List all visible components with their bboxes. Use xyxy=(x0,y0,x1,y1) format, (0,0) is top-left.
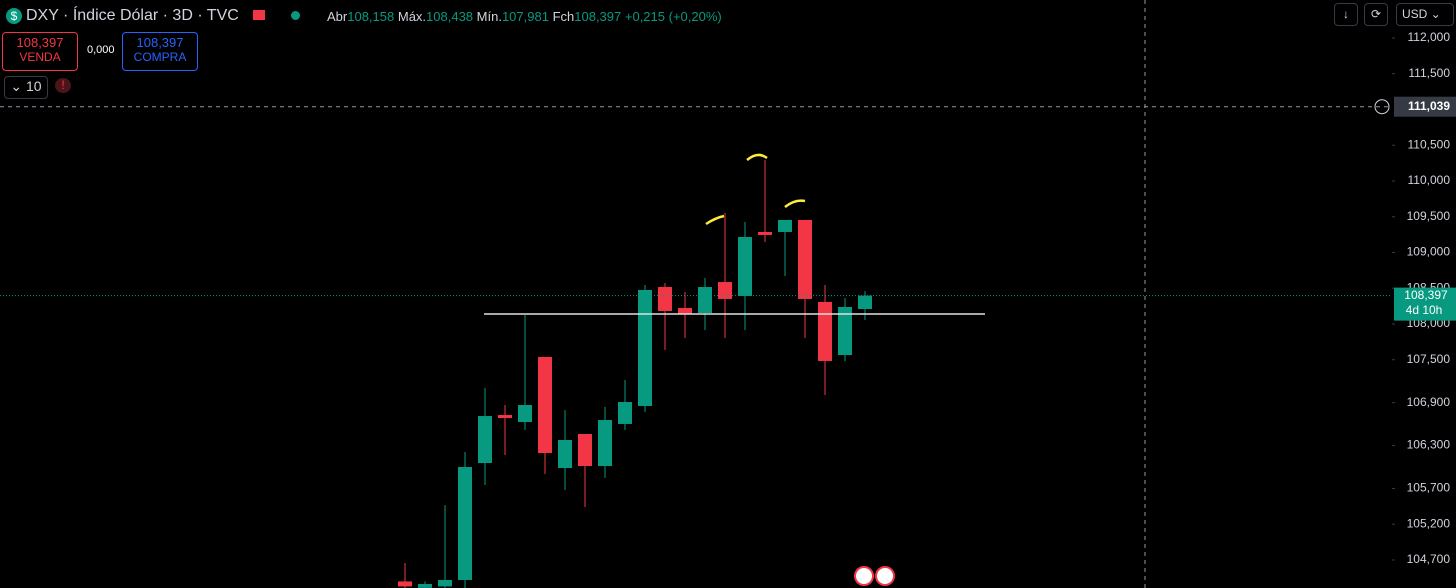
open-label: Abr xyxy=(327,9,348,24)
candle-body xyxy=(638,289,652,407)
warning-icon[interactable]: ! xyxy=(55,78,71,93)
low-label: Mín. xyxy=(476,9,502,24)
last-price-box xyxy=(1394,287,1456,321)
annotation-stroke xyxy=(746,153,768,161)
quantity: 10 xyxy=(26,78,42,94)
spread: 0,000 xyxy=(87,44,115,56)
candle-body xyxy=(558,439,572,469)
y-tick-label: 112,000 xyxy=(1408,30,1451,44)
event-flag[interactable] xyxy=(854,566,874,586)
candle-body xyxy=(758,231,772,235)
y-tick-label: 106,300 xyxy=(1407,438,1451,452)
crosshair-label: 111,039 xyxy=(1408,99,1450,113)
candle-body xyxy=(498,415,512,419)
candle-body xyxy=(678,307,692,314)
candle-body xyxy=(818,301,832,361)
symbol-title[interactable]: $ DXY · Índice Dólar · 3D · TVC xyxy=(6,7,300,25)
close: 108,397 xyxy=(574,9,622,24)
annotation-stroke xyxy=(705,214,725,226)
candle-body xyxy=(618,402,632,424)
add-alert-icon xyxy=(1374,99,1390,115)
annotation-stroke xyxy=(784,199,806,208)
sell-button[interactable]: 108,397 VENDA xyxy=(2,32,78,71)
currency: USD xyxy=(1402,7,1428,21)
last-price-label: 108,397 xyxy=(1404,288,1448,302)
candle-body xyxy=(718,282,732,299)
currency-button[interactable]: USD ⌄ xyxy=(1396,3,1454,26)
ohlc: Abr108,158 Máx.108,438 Mín.107,981 Fch10… xyxy=(327,9,722,24)
candle-body xyxy=(738,236,752,296)
candle-body xyxy=(658,287,672,311)
symbol: DXY · Índice Dólar · 3D · TVC xyxy=(26,7,239,24)
event-flag[interactable] xyxy=(875,566,895,586)
sell-price: 108,397 xyxy=(16,35,64,50)
high-label: Máx. xyxy=(397,9,427,24)
y-tick-label: 109,500 xyxy=(1407,209,1451,223)
y-tick-label: 110,500 xyxy=(1408,137,1451,151)
candle-body xyxy=(698,287,712,313)
y-tick-label: 111,500 xyxy=(1408,66,1450,80)
sell-label: VENDA xyxy=(19,50,61,64)
low: 107,981 xyxy=(501,9,549,24)
candle-body xyxy=(778,219,792,232)
y-tick-label: 109,000 xyxy=(1407,245,1451,259)
candle-body xyxy=(578,433,592,467)
status-dot xyxy=(290,11,300,20)
quantity-box[interactable]: ⌄ 10 xyxy=(4,76,48,99)
y-tick-label: 104,700 xyxy=(1407,552,1451,566)
flag-icon xyxy=(252,10,265,20)
y-tick-label: 107,500 xyxy=(1407,352,1451,366)
candle-body xyxy=(438,579,452,587)
candle-body xyxy=(798,219,812,299)
download-button[interactable]: ↓ xyxy=(1334,3,1358,26)
open: 108,158 xyxy=(347,9,395,24)
countdown: 4d 10h xyxy=(1406,303,1443,317)
candle-body xyxy=(538,356,552,453)
crosshair-label-box xyxy=(1394,96,1456,117)
y-tick-label: 110,000 xyxy=(1408,173,1451,187)
high: 108,438 xyxy=(426,9,474,24)
candle-body xyxy=(858,295,872,309)
change: +0,215 (+0,20%) xyxy=(624,9,722,24)
buy-price: 108,397 xyxy=(136,35,184,50)
candle-body xyxy=(598,420,612,467)
y-tick-label: 105,700 xyxy=(1407,481,1451,495)
close-label: Fch xyxy=(552,9,575,24)
candle-body xyxy=(838,306,852,356)
buy-button[interactable]: 108,397 COMPRA xyxy=(122,32,198,71)
candle-body xyxy=(458,467,472,580)
candle-body xyxy=(478,416,492,464)
buy-label: COMPRA xyxy=(133,50,187,64)
y-tick-label: 106,900 xyxy=(1407,395,1451,409)
candle-body xyxy=(518,405,532,423)
candle-body xyxy=(398,581,412,587)
refresh-button[interactable]: ⟳ xyxy=(1364,3,1388,26)
y-tick-label: 105,200 xyxy=(1407,516,1451,530)
candle-body xyxy=(418,583,432,588)
